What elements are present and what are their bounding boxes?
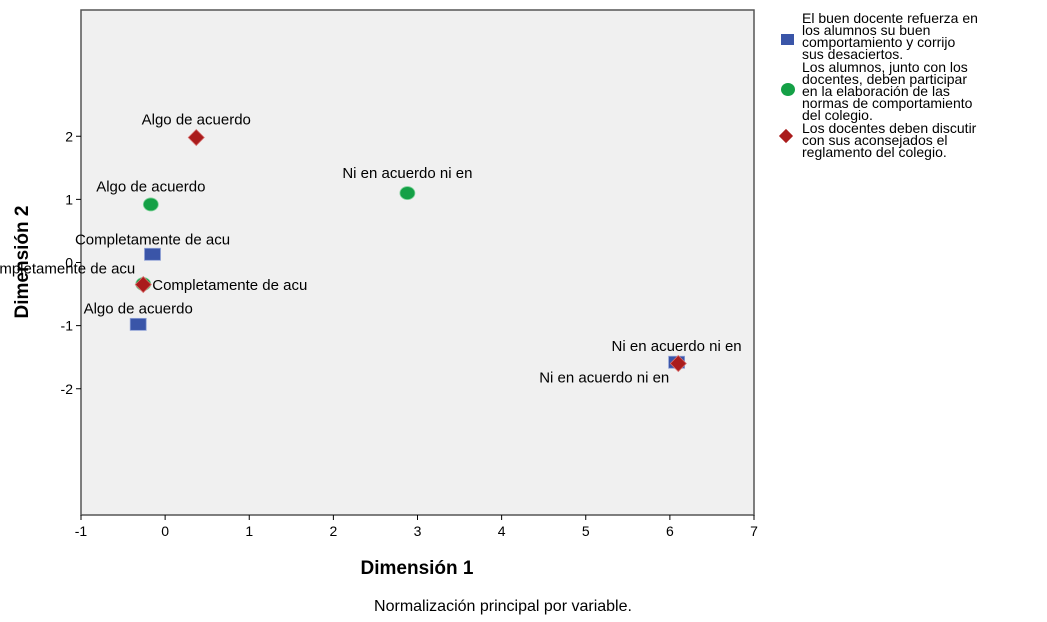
legend-item-discutir: Los docentes deben discutir con sus acon… — [778, 120, 1044, 160]
data-point — [134, 276, 152, 294]
x-tick-label: 5 — [582, 523, 590, 539]
y-tick-label: -2 — [61, 381, 74, 397]
x-tick-label: 1 — [245, 523, 253, 539]
legend-text: del colegio. — [802, 107, 873, 123]
y-tick-label: 2 — [65, 128, 73, 144]
legend-text: reglamento del colegio. — [802, 144, 947, 160]
legend-text: El buen docente refuerza en — [802, 10, 978, 26]
legend-text: docentes, deben participar — [802, 71, 967, 87]
point-label: Completamente de acu — [75, 231, 230, 248]
data-point — [399, 186, 416, 200]
data-point — [129, 317, 147, 331]
x-tick-label: 3 — [414, 523, 422, 539]
x-tick-label: 4 — [498, 523, 506, 539]
data-point — [187, 128, 205, 147]
blue-square-icon — [781, 34, 794, 45]
plot-area — [80, 9, 755, 516]
y-axis-title: Dimensión 2 — [12, 206, 33, 319]
data-point — [144, 247, 161, 261]
point-label: Ni en acuerdo ni en — [539, 370, 669, 387]
point-label: Ni en acuerdo ni en — [342, 165, 472, 182]
legend-text: normas de comportamiento — [802, 95, 973, 111]
legend-item-participar: Los alumnos, junto con los docentes, deb… — [778, 59, 1044, 123]
x-tick-label: 7 — [750, 523, 758, 539]
y-tick-label: 0 — [65, 255, 73, 271]
legend-text: sus desaciertos. — [802, 46, 904, 62]
y-tick-label: 1 — [65, 191, 73, 207]
point-label: Ni en acuerdo ni en — [612, 338, 742, 355]
x-tick-label: 0 — [161, 523, 169, 539]
x-tick-label: 6 — [666, 523, 674, 539]
x-tick-label: 2 — [329, 523, 337, 539]
legend-text: con sus aconsejados el — [802, 132, 948, 148]
point-label: Completamente de acu — [152, 277, 307, 294]
legend-text: Los alumnos, junto con los — [802, 59, 968, 75]
legend-text: comportamiento y corrijo — [802, 34, 956, 50]
y-tick-label: -1 — [61, 318, 74, 334]
point-label: Completamente de acu — [0, 261, 135, 278]
legend-text: Los docentes deben discutir — [802, 120, 977, 136]
point-label: Algo de acuerdo — [96, 178, 205, 195]
legend-item-refuerza: El buen docente refuerza en los alumnos … — [778, 10, 1044, 62]
x-tick-label: -1 — [75, 523, 88, 539]
x-axis-title: Dimensión 1 — [361, 558, 474, 579]
legend-text: en la elaboración de las — [802, 83, 950, 99]
red-diamond-icon — [778, 128, 794, 144]
legend-text: los alumnos su buen — [802, 22, 931, 38]
green-circle-icon — [781, 83, 795, 96]
data-point — [669, 354, 687, 373]
data-point — [142, 197, 159, 212]
legend: El buen docente refuerza en los alumnos … — [778, 10, 1044, 160]
point-label: Algo de acuerdo — [142, 112, 251, 129]
footnote-normalization: Normalización principal por variable. — [374, 598, 632, 615]
point-label: Algo de acuerdo — [84, 300, 193, 317]
